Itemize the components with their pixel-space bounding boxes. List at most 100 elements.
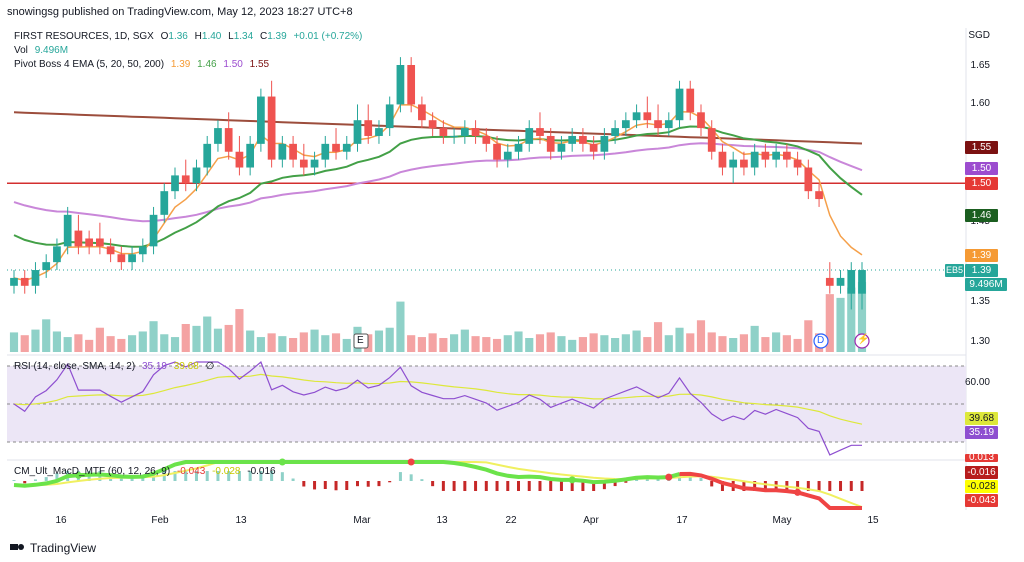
candle	[782, 143, 791, 168]
macd-hist-bar	[119, 477, 123, 481]
candle	[503, 143, 512, 168]
macd-hist-bar	[763, 481, 767, 491]
candle	[450, 128, 458, 144]
macd-hist-bar	[313, 481, 317, 490]
rsi-indicator-label[interactable]: RSI (14, close, SMA, 14, 2)	[14, 361, 136, 372]
candle	[149, 206, 158, 255]
macd-hist-bar	[474, 481, 478, 491]
candle	[847, 262, 856, 310]
candle	[428, 112, 437, 136]
macd-hist-bar	[527, 481, 531, 491]
macd-hist-bar	[817, 481, 821, 491]
candle	[96, 222, 104, 255]
volume-bar	[707, 332, 716, 352]
candle	[20, 270, 29, 294]
ema5-value: 1.39	[170, 59, 191, 70]
candle	[407, 57, 416, 113]
ema-indicator-label[interactable]: Pivot Boss 4 EMA (5, 20, 50, 200)	[14, 59, 165, 70]
macd-hist-bar	[581, 481, 585, 491]
macd-hist-bar	[194, 471, 198, 481]
macd-hist-bar	[227, 471, 231, 481]
macd-hist-bar	[828, 481, 832, 491]
rsi-ma-line	[13, 373, 863, 425]
candle	[214, 120, 222, 152]
candle	[825, 262, 834, 294]
volume-bar	[729, 338, 738, 352]
volume-bar	[525, 338, 534, 352]
macd-legend: CM_Ult_MacD_MTF (60, 12, 26, 9) -0.043 -…	[14, 466, 276, 477]
footer-brand[interactable]: TradingView	[10, 541, 96, 555]
candle	[10, 270, 18, 294]
candle	[686, 80, 695, 121]
volume-bar	[138, 331, 147, 352]
candle	[600, 128, 609, 160]
time-tick: 13	[436, 515, 448, 526]
volume-bar	[696, 320, 706, 352]
volume-bar	[492, 338, 502, 352]
volume-bar	[417, 337, 426, 352]
volume-bar	[857, 282, 867, 352]
volume-bar	[653, 322, 663, 352]
candle	[310, 151, 319, 176]
volume-bar	[503, 335, 512, 352]
candle	[836, 270, 845, 294]
volume-bar	[568, 339, 577, 352]
split-marker[interactable]	[854, 333, 870, 349]
volume-label[interactable]: Vol	[14, 45, 28, 56]
published-caption: snowingsg published on TradingView.com, …	[7, 6, 353, 18]
candle	[224, 112, 233, 160]
ema20-badge: 1.46	[965, 209, 998, 222]
candle	[299, 143, 308, 176]
time-tick: 15	[867, 515, 879, 526]
candle	[772, 143, 780, 168]
volume-bar	[213, 328, 223, 352]
candle	[740, 151, 748, 176]
ema50-badge: 1.50	[965, 162, 998, 175]
macd-hist-bar	[699, 477, 703, 481]
candle	[267, 80, 276, 168]
candle	[160, 183, 169, 223]
volume-bar	[246, 330, 255, 352]
macd-hist-bar	[860, 481, 864, 491]
candle	[375, 120, 383, 144]
volume-bar	[600, 335, 609, 352]
volume-bar	[793, 338, 802, 352]
candle	[460, 120, 469, 144]
volume-bar	[675, 327, 684, 352]
volume-bar	[514, 331, 523, 352]
macd-indicator-label[interactable]: CM_Ult_MacD_MTF (60, 12, 26, 9)	[14, 466, 171, 477]
macd-hist-bar	[205, 471, 209, 481]
macd-hist-bar	[559, 481, 563, 491]
dividend-marker[interactable]	[813, 333, 829, 349]
earnings-marker[interactable]	[353, 333, 369, 349]
volume-bar	[289, 338, 298, 352]
candle	[128, 246, 136, 271]
macd-cross-dots	[74, 458, 802, 496]
macd-badge-3: -0.043	[965, 494, 998, 507]
candle	[106, 238, 115, 263]
rsi-value: 35.19	[141, 361, 167, 372]
candle	[471, 120, 480, 144]
volume-bar	[589, 333, 598, 352]
candle	[364, 104, 373, 144]
candle	[611, 120, 619, 144]
candle	[278, 135, 287, 168]
time-tick: 13	[235, 515, 247, 526]
volume-bar	[374, 330, 384, 352]
candle	[858, 262, 866, 310]
candle	[181, 159, 190, 192]
macd-hist-bar	[602, 481, 606, 490]
volume-bar	[331, 333, 341, 352]
macd-hist-bar	[270, 471, 274, 481]
volume-bar	[471, 336, 480, 352]
macd-hist-bar	[248, 471, 252, 481]
volume-bar	[85, 339, 94, 352]
macd-hist-bar	[549, 481, 553, 491]
symbol-title[interactable]: FIRST RESOURCES, 1D, SGX	[14, 31, 154, 42]
volume-bar	[74, 334, 83, 352]
candle	[396, 57, 405, 113]
rsi-tick: 60.00	[964, 377, 990, 388]
macd-cross-dot	[74, 471, 82, 479]
macd-hist-bar	[710, 481, 714, 487]
